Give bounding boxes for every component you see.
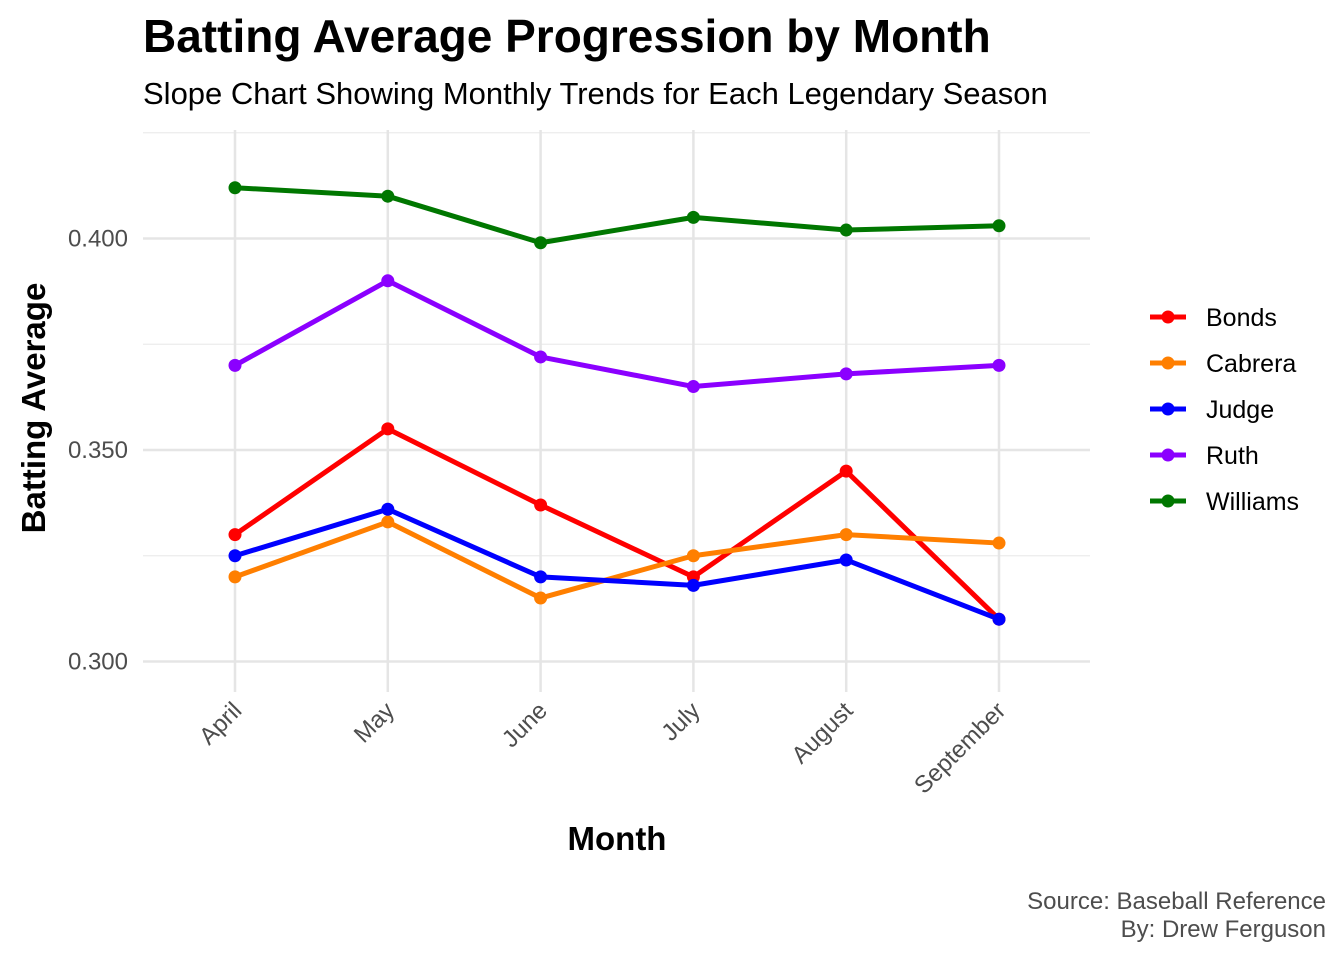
data-point-ruth [228,358,242,372]
legend-swatch-point [1161,310,1175,324]
data-point-bonds [381,422,395,436]
series-line-bonds [232,426,1002,622]
data-point-williams [228,181,242,195]
legend-item-judge: Judge [1150,396,1274,424]
data-point-bonds [534,498,548,512]
data-point-ruth [381,274,395,288]
series-line-judge [232,506,1002,622]
legend-item-bonds: Bonds [1150,304,1277,332]
x-axis-title: Month [568,820,667,857]
data-point-ruth [686,380,700,394]
data-point-ruth [839,367,853,381]
data-point-judge [381,502,395,516]
y-tick-label: 0.300 [68,649,128,676]
series-line-williams [232,185,1002,246]
data-point-williams [839,223,853,237]
y-tick-labels: 0.300 0.350 0.400 [68,226,128,676]
series-line-cabrera [232,519,1002,601]
data-point-ruth [992,358,1006,372]
data-point-bonds [228,528,242,542]
data-point-cabrera [534,591,548,605]
data-point-cabrera [228,570,242,584]
y-tick-label: 0.350 [68,437,128,464]
x-tick-label: July [656,697,705,746]
x-tick-label: May [349,697,400,748]
data-point-bonds [839,464,853,478]
legend-swatch-point [1161,448,1175,462]
legend: Bonds Cabrera Judge Ruth Williams [1150,304,1299,516]
legend-item-williams: Williams [1150,488,1299,516]
legend-swatch-point [1161,356,1175,370]
data-point-judge [839,553,853,567]
data-point-williams [992,219,1006,233]
data-point-cabrera [992,536,1006,550]
y-tick-label: 0.400 [68,226,128,253]
data-point-ruth [534,350,548,364]
chart-subtitle: Slope Chart Showing Monthly Trends for E… [143,76,1048,111]
data-point-cabrera [686,549,700,563]
legend-label: Williams [1206,488,1299,516]
data-point-cabrera [381,515,395,529]
caption-source: Source: Baseball Reference [1027,888,1326,915]
legend-label: Bonds [1206,304,1277,332]
grid-minor [143,132,1090,557]
x-tick-label: August [787,697,859,769]
grid-major [143,130,1090,692]
data-point-judge [534,570,548,584]
legend-swatch-point [1161,402,1175,416]
legend-item-ruth: Ruth [1150,442,1259,470]
data-point-williams [534,236,548,250]
data-point-williams [686,210,700,224]
x-tick-label: April [194,697,247,750]
data-point-cabrera [839,528,853,542]
legend-item-cabrera: Cabrera [1150,350,1296,378]
legend-label: Cabrera [1206,350,1296,378]
legend-swatch-point [1161,494,1175,508]
series-lines [232,185,1002,622]
x-tick-label: June [497,697,553,753]
series-points [228,181,1006,626]
x-tick-labels: April May June July August September [194,697,1011,799]
data-point-judge [992,612,1006,626]
y-axis-title: Batting Average [15,283,52,534]
data-point-williams [381,189,395,203]
caption-author: By: Drew Ferguson [1121,916,1326,943]
legend-label: Ruth [1206,442,1259,470]
data-point-judge [228,549,242,563]
data-point-judge [686,578,700,592]
legend-label: Judge [1206,396,1274,424]
x-tick-label: September [909,697,1011,799]
series-line-ruth [232,278,1002,390]
chart-title: Batting Average Progression by Month [143,10,991,62]
